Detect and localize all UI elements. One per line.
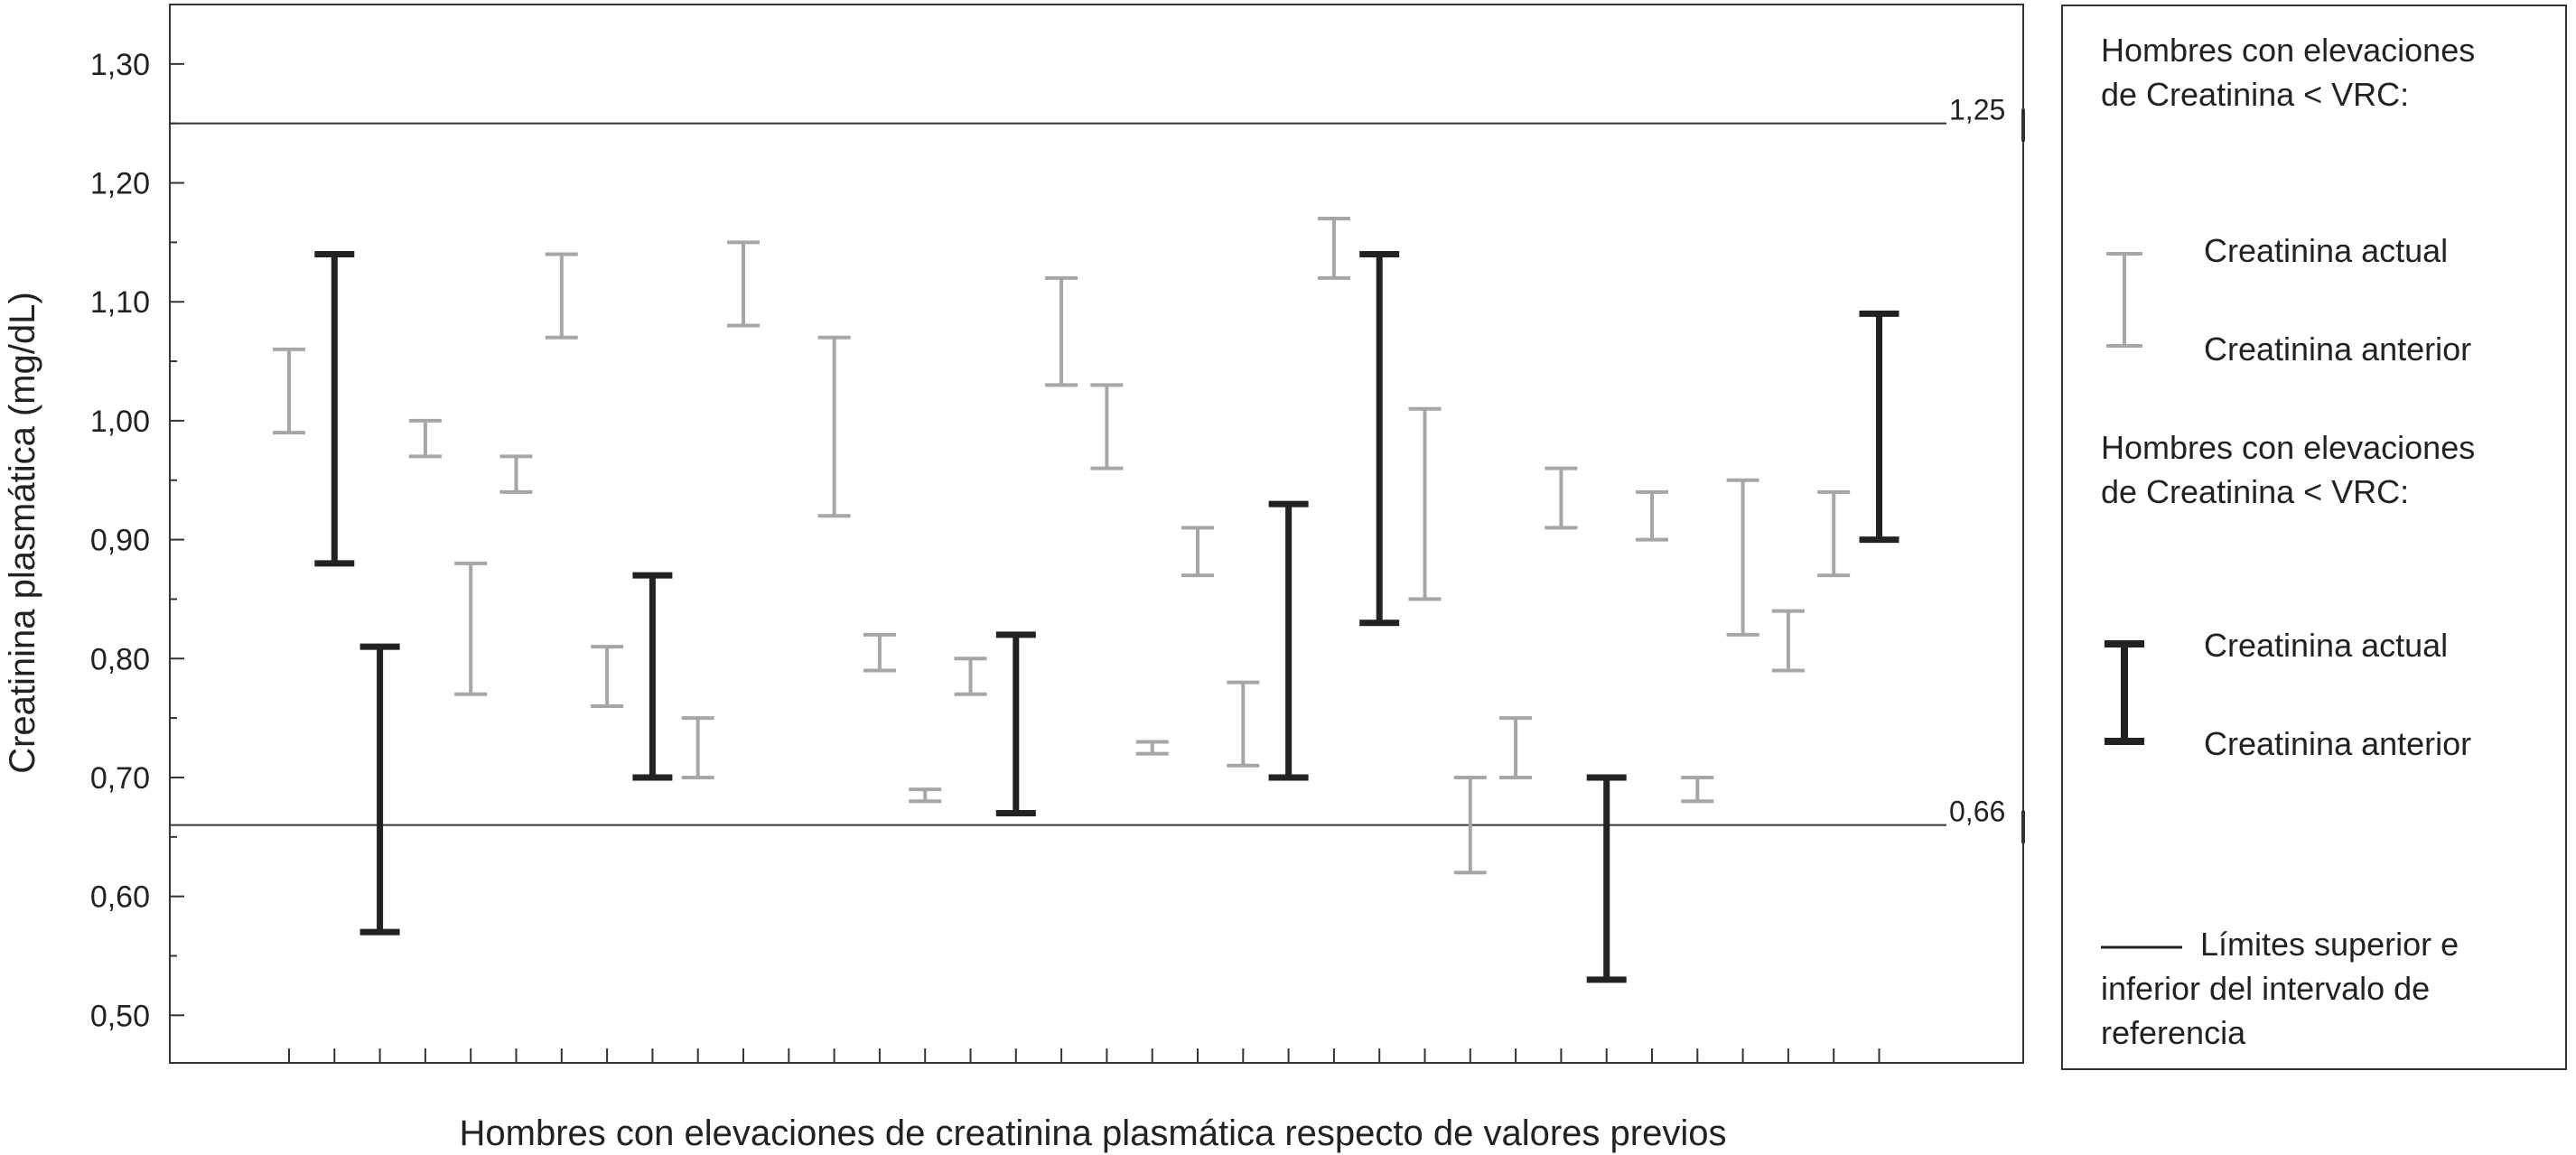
range-bar-gray	[1408, 406, 1442, 601]
range-bar-dark	[359, 643, 400, 936]
range-bar-gray	[273, 347, 305, 435]
range-bar-gray	[1181, 526, 1214, 578]
range-bar-dark	[314, 251, 355, 567]
y-tick-label: 0,80	[90, 642, 150, 676]
y-tick-label: 0,50	[90, 999, 150, 1033]
reference-line-label: 0,66	[1949, 796, 2005, 828]
range-bar-dark	[1586, 774, 1627, 983]
range-bar-gray	[727, 240, 760, 328]
y-tick-label: 0,90	[90, 524, 150, 558]
plot-frame	[169, 4, 2024, 1064]
legend: Hombres con elevaciones de Creatinina < …	[2061, 5, 2567, 1070]
x-axis-label: Hombres con elevaciones de creatinina pl…	[460, 1113, 1727, 1153]
reference-line-label: 1,25	[1949, 94, 2005, 126]
range-bar-gray	[1771, 609, 1805, 673]
range-bar-gray	[909, 787, 942, 804]
range-bar-dark	[1268, 500, 1309, 781]
range-bar-gray	[1090, 383, 1124, 470]
range-bar-gray	[454, 561, 488, 696]
range-bar-gray	[1135, 740, 1169, 756]
range-bar-gray	[1045, 275, 1078, 387]
legend-gray-range-icon	[2106, 252, 2142, 348]
range-bar-gray	[863, 632, 896, 673]
range-bar-gray	[1817, 489, 1851, 578]
range-bar-gray	[954, 657, 987, 696]
range-bar-dark	[1859, 310, 1899, 544]
y-tick-label: 0,70	[90, 761, 150, 796]
range-bar-dark	[995, 631, 1036, 816]
range-bar-gray	[591, 645, 624, 708]
range-bar-gray	[1227, 680, 1260, 768]
range-bar-dark	[1359, 251, 1400, 627]
range-bar-gray	[499, 454, 533, 494]
range-bar-gray	[1453, 775, 1487, 875]
range-bar-gray	[408, 418, 442, 459]
y-tick-label: 0,60	[90, 880, 150, 915]
range-bar-gray	[1499, 716, 1533, 779]
range-bar-gray	[1726, 478, 1759, 637]
range-bar-gray	[681, 716, 714, 779]
range-chart: 1,25 0,66 0,50 0,60 0,70 0,80 0,90 1,00 1,10 1,2…	[3, 4, 2025, 1153]
legend-reference-line-icon	[2101, 945, 2182, 949]
legend-group1-actual: Creatinina actual	[2204, 232, 2449, 269]
legend-group2-title: Hombres con elevaciones de Creatinina < …	[2101, 429, 2476, 510]
range-bar-gray	[1636, 489, 1668, 542]
y-tick-label: 1,20	[90, 167, 150, 201]
range-bar-gray	[545, 252, 578, 340]
legend-group2-anterior: Creatinina anterior	[2204, 725, 2472, 762]
legend-group2-actual: Creatinina actual	[2204, 627, 2449, 664]
range-bar-dark	[632, 572, 673, 781]
range-bar-gray	[1545, 466, 1578, 530]
legend-reference-label: Límites superior e inferior del interval…	[2101, 926, 2459, 1051]
range-bar-gray	[1681, 775, 1714, 804]
y-axis-label: Creatinina plasmática (mg/dL)	[3, 292, 42, 774]
range-bar-gray	[817, 335, 851, 518]
legend-black-range-icon	[2105, 640, 2144, 745]
legend-group1-anterior: Creatinina anterior	[2204, 331, 2472, 368]
y-tick-label: 1,10	[90, 285, 150, 320]
legend-group1-title: Hombres con elevaciones de Creatinina < …	[2101, 32, 2476, 113]
y-tick-label: 1,00	[90, 405, 150, 439]
range-bar-gray	[1317, 217, 1350, 280]
y-tick-label: 1,30	[90, 48, 150, 82]
